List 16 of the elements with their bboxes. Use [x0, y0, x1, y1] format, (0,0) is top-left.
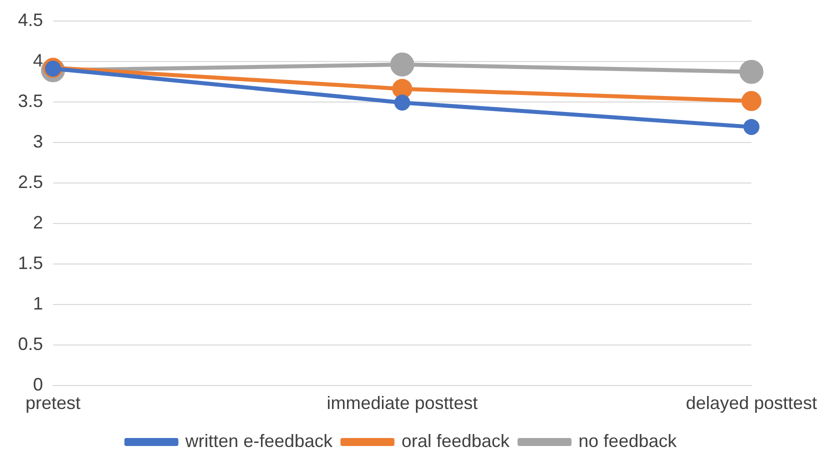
y-tick-label: 3	[33, 131, 44, 152]
y-tick-label: 1	[33, 293, 44, 314]
x-tick-label: pretest	[26, 393, 81, 414]
y-tick-label: 4.5	[18, 10, 44, 30]
y-tick-label: 3.5	[18, 90, 44, 111]
x-tick-label: immediate posttest	[326, 393, 478, 414]
y-tick-label: 4	[33, 50, 44, 70]
y-tick-label: 2	[33, 212, 44, 232]
y-tick-label: 2.5	[18, 172, 44, 192]
y-tick-label: 0	[33, 374, 44, 394]
y-tick-label: 0.5	[18, 334, 44, 354]
legend-label: oral feedback	[401, 430, 511, 451]
y-tick-label: 1.5	[18, 252, 44, 273]
legend-label: written e-feedback	[184, 430, 334, 451]
x-tick-label: delayed posttest	[686, 393, 817, 414]
legend-label: no feedback	[578, 430, 678, 451]
